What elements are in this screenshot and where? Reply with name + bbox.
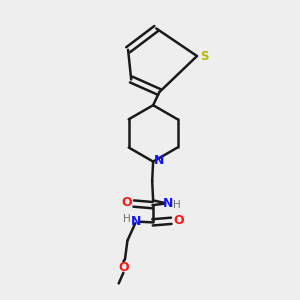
Text: N: N [163,197,173,210]
Text: S: S [200,50,208,62]
Text: O: O [173,214,184,227]
Text: H: H [123,214,131,224]
Text: O: O [122,196,132,209]
Text: H: H [173,200,181,210]
Text: O: O [118,261,129,274]
Text: N: N [154,154,165,166]
Text: N: N [131,215,141,228]
